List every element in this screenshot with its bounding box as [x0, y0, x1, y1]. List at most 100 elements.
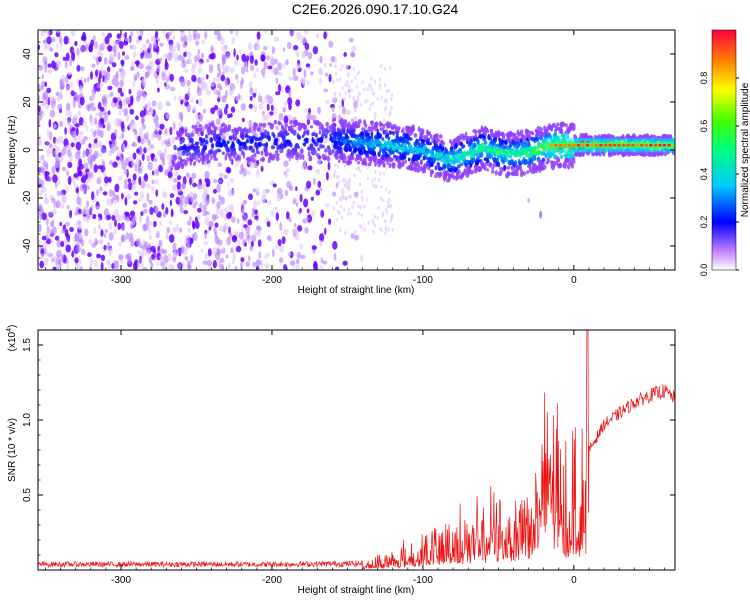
spectrogram-speckle	[384, 187, 388, 192]
spectrogram-cell	[342, 129, 346, 136]
spectrogram-speckle	[146, 146, 151, 152]
spectrogram-cell	[172, 163, 176, 168]
spectrogram-speckle	[271, 248, 275, 258]
spectrogram-speckle	[382, 118, 385, 123]
spectrogram-speckle	[198, 61, 203, 67]
spectrogram-speckle	[311, 210, 315, 217]
spectrogram-cell	[353, 140, 359, 146]
spectrogram-speckle	[187, 220, 192, 226]
spectrogram-speckle	[80, 66, 85, 72]
spectrogram-speckle	[373, 223, 377, 228]
spectrogram-cell	[532, 145, 538, 151]
spectrogram-cell	[452, 175, 456, 180]
spectrogram-cell	[334, 154, 339, 160]
spectrogram-speckle	[285, 59, 289, 66]
spectrogram-speckle	[93, 259, 99, 267]
spectrogram-speckle	[243, 61, 248, 69]
spectrogram-speckle	[156, 64, 161, 73]
spectrogram-speckle	[133, 261, 138, 270]
spectrogram-speckle	[114, 129, 118, 137]
spectrogram-speckle	[187, 58, 193, 65]
spectrogram-speckle	[339, 77, 342, 82]
spectrogram-speckle	[130, 221, 134, 230]
spectrogram-speckle	[339, 67, 342, 72]
spectrogram-speckle	[100, 262, 104, 270]
spectrogram-cell	[528, 152, 532, 157]
spectrogram-speckle	[56, 239, 61, 248]
spectrogram-cell	[313, 149, 317, 154]
spectrogram-cell	[243, 141, 247, 146]
spectrogram-speckle	[212, 77, 217, 82]
spectrogram-speckle	[332, 240, 338, 250]
spectrogram-speckle	[180, 35, 184, 43]
spectrogram-speckle	[150, 262, 154, 270]
spectrogram-speckle	[58, 135, 64, 144]
spectrogram-xlabel: Height of straight line (km)	[298, 285, 415, 296]
spectrogram-speckle	[46, 87, 52, 94]
spectrogram-speckle	[281, 236, 286, 245]
spectrogram-cell	[266, 131, 270, 135]
spectrogram-cell	[430, 169, 434, 175]
spectrogram-cell	[220, 128, 224, 133]
spectrogram-speckle	[132, 152, 137, 160]
spectrogram-speckle	[180, 78, 186, 87]
spectrogram-cell	[360, 132, 364, 137]
spectrogram-cell	[381, 144, 386, 149]
spectrogram-speckle	[342, 207, 346, 212]
spectrogram-speckle	[80, 248, 86, 255]
spectrogram-speckle	[91, 88, 97, 96]
spectrogram-speckle	[46, 225, 50, 234]
spectrogram-speckle	[130, 31, 134, 37]
spectrogram-speckle	[56, 43, 59, 50]
spectrogram-speckle	[156, 261, 160, 267]
spectrogram-speckle	[348, 177, 352, 182]
spectrogram-speckle	[255, 44, 261, 50]
spectrogram-speckle	[91, 93, 95, 102]
spectrogram-speckle	[92, 142, 98, 149]
spectrogram-speckle	[133, 73, 137, 82]
spectrogram-cell	[486, 147, 490, 153]
spectrogram-speckle	[78, 231, 82, 241]
spectrogram-speckle	[247, 239, 252, 244]
spectrogram-speckle	[223, 222, 229, 230]
spectrogram-cell	[467, 150, 473, 155]
spectrogram-speckle	[388, 227, 391, 232]
snr-scale-exponent: 4	[6, 328, 13, 332]
spectrogram-cell	[281, 131, 286, 137]
spectrogram-speckle	[380, 95, 384, 100]
spectrogram-cell	[486, 129, 490, 134]
spectrogram-cell	[354, 147, 358, 152]
spectrogram-cell	[228, 135, 233, 141]
spectrogram-speckle	[75, 141, 82, 151]
spectrogram-speckle	[126, 114, 129, 123]
spectrogram-cell	[415, 149, 420, 155]
spectrogram-speckle	[244, 242, 247, 247]
spectrogram-speckle	[242, 214, 248, 222]
spectrogram-speckle	[168, 252, 172, 262]
spectrogram-speckle	[97, 216, 101, 223]
spectrogram-speckle	[231, 37, 236, 44]
spectrogram-hotspot	[644, 143, 649, 147]
spectrogram-speckle	[383, 83, 387, 88]
spectrogram-cell	[208, 122, 213, 128]
spectrogram-cell	[289, 142, 293, 148]
spectrogram-cell	[455, 173, 460, 180]
spectrogram-cell	[299, 153, 302, 160]
spectrogram-speckle	[277, 187, 283, 195]
spectrogram-cell	[382, 123, 386, 129]
spectrogram-speckle	[98, 76, 101, 84]
spectrogram-speckle	[255, 187, 260, 196]
spectrogram-speckle	[48, 68, 53, 75]
spectrogram-speckle	[304, 227, 309, 234]
spectrogram-speckle	[378, 82, 382, 87]
colorbar: 0.00.20.40.60.8 Normalized spectral ampl…	[699, 29, 750, 276]
y-tick-label: 20	[22, 96, 33, 108]
spectrogram-speckle	[123, 40, 129, 46]
snr-panel: -300 -200 -100 0 0.51.01.5 Height of straig…	[6, 325, 676, 596]
spectrogram-speckle	[124, 55, 130, 60]
spectrogram-speckle	[145, 109, 149, 116]
spectrogram-cell	[267, 135, 271, 142]
spectrogram-speckle	[147, 139, 151, 146]
spectrogram-speckle	[71, 176, 76, 183]
spectrogram-speckle	[186, 80, 191, 87]
